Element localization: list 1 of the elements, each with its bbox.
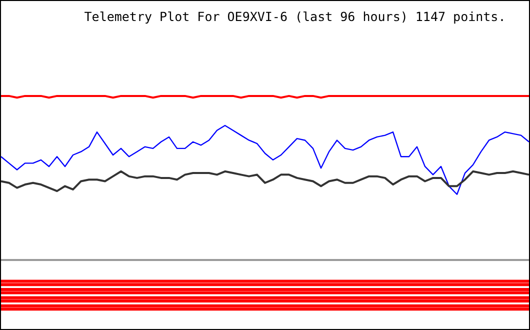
chart-title: Telemetry Plot For OE9XVI-6 (last 96 hours) 1147 points. — [83, 9, 507, 24]
